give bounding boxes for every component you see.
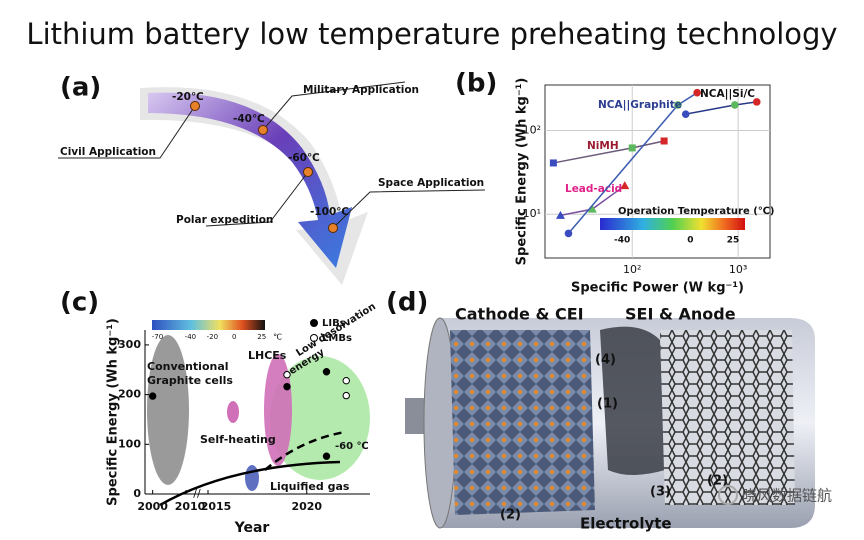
region-number: (3)	[650, 485, 671, 500]
y-tick-label: 200	[118, 388, 141, 401]
annotation: Low desolvation	[294, 301, 378, 359]
point	[322, 368, 331, 376]
leader-lines	[58, 81, 486, 229]
marker	[730, 101, 739, 109]
series-label: NCA||Si/C	[700, 88, 755, 100]
temperature-dots	[190, 101, 338, 233]
colorbar-tick: 0	[687, 236, 693, 246]
colorbar-tick: 0	[232, 333, 236, 341]
annotation: Conventional	[147, 360, 229, 373]
application-label: Polar expedition	[176, 214, 273, 226]
temperature-arrow	[148, 92, 352, 268]
point	[283, 382, 291, 391]
marker	[693, 88, 701, 97]
colorbar-tick: -40	[614, 236, 630, 246]
marker	[620, 181, 630, 190]
colorbar	[600, 218, 745, 230]
point	[342, 376, 350, 385]
application-label: Military Application	[303, 84, 419, 96]
panel-label: (b)	[455, 69, 497, 99]
y-tick-label: 0	[133, 487, 141, 500]
marker	[674, 101, 682, 109]
point	[342, 391, 350, 400]
legend-label: LMBs	[322, 333, 352, 344]
region-number: (1)	[597, 397, 618, 412]
marker	[681, 110, 690, 118]
marker	[628, 144, 636, 152]
x-tick-label: 10²	[623, 263, 641, 276]
temperature-label: -60℃	[288, 152, 320, 164]
point	[148, 392, 157, 400]
colorbar-tick: -40	[185, 333, 196, 341]
region-number: (2)	[500, 508, 521, 523]
series-label: NCA||Graphite	[598, 99, 682, 111]
marker	[564, 229, 573, 238]
temperature-label: -40℃	[233, 113, 265, 125]
panel-label: (d)	[386, 288, 428, 318]
y-axis-label: Specific Energy (Wh kg⁻¹)	[515, 78, 530, 266]
cathode	[450, 330, 595, 515]
point	[322, 452, 331, 460]
colorbar	[152, 320, 265, 330]
legend-marker	[310, 334, 318, 342]
annotation: Graphite cells	[147, 374, 233, 387]
x-tick-label: 2020	[291, 500, 322, 513]
watermark-icon	[718, 485, 738, 505]
colorbar-unit: ℃	[273, 333, 282, 342]
y-tick-label: 10²	[523, 124, 541, 137]
annotation: -60 ℃	[335, 441, 369, 452]
x-tick-label: 2015	[201, 500, 232, 513]
y-tick-label: 10¹	[523, 207, 541, 220]
colorbar-title: Operation Temperature (℃)	[618, 206, 774, 217]
region-label: SEI & Anode	[625, 305, 736, 324]
colorbar-tick: 25	[257, 333, 266, 341]
region-label: Cathode & CEI	[455, 305, 584, 324]
x-axis-label: Specific Power (W kg⁻¹)	[571, 281, 744, 296]
series-label: Lead-acid	[565, 183, 622, 195]
watermark: 晓风数据链航	[742, 487, 832, 505]
region-number: (2)	[707, 474, 728, 489]
marker	[587, 204, 597, 213]
y-tick-label: 100	[118, 437, 141, 450]
x-tick-label: 10³	[729, 263, 747, 276]
marker	[549, 159, 557, 167]
x-axis-label: Year	[234, 520, 270, 536]
temperature-label: -20℃	[172, 91, 204, 103]
annotation: LHCEs	[248, 349, 287, 362]
y-axis-label: Specific Energy (Wh kg⁻¹)	[106, 318, 121, 506]
anode	[660, 330, 795, 505]
series-label: NiMH	[587, 140, 619, 152]
colorbar-tick: -20	[207, 333, 218, 341]
legend-marker	[310, 319, 318, 327]
marker	[660, 137, 668, 145]
region-number: (4)	[595, 353, 616, 368]
panel-label: (c)	[60, 288, 99, 318]
colorbar-tick: -70	[152, 333, 163, 341]
panel-label: (a)	[60, 73, 101, 103]
title: Lithium battery low temperature preheati…	[26, 17, 837, 51]
axis-break: //	[193, 487, 201, 500]
point	[283, 371, 291, 379]
sei	[600, 326, 665, 475]
marker	[752, 98, 761, 106]
x-tick-label: 2010	[175, 500, 206, 513]
regions	[147, 335, 370, 507]
y-tick-label: 300	[118, 338, 141, 351]
x-tick-label: 2000	[137, 500, 168, 513]
legend-label: LIBs	[322, 318, 346, 329]
marker	[555, 210, 565, 219]
application-label: Civil Application	[60, 146, 156, 158]
temperature-label: -100℃	[310, 206, 349, 218]
annotation: Liquified gas	[270, 480, 350, 493]
colorbar-tick: 25	[727, 236, 740, 246]
annotation: Self-heating	[200, 433, 276, 446]
application-label: Space Application	[378, 177, 484, 189]
electrolyte-label: Electrolyte	[580, 515, 672, 533]
